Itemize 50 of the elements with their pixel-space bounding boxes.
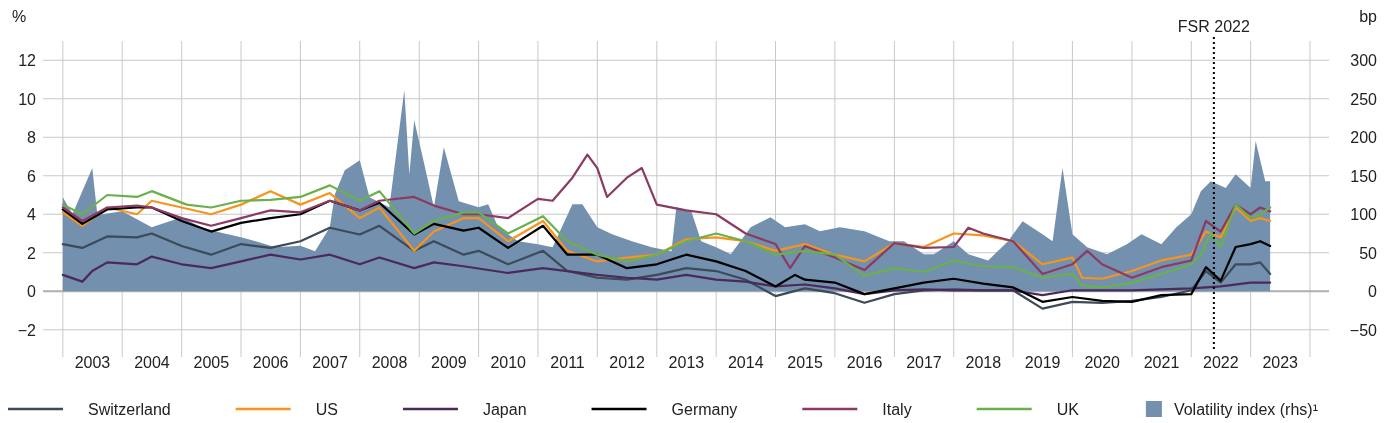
y-tick-label: 12: [18, 52, 37, 70]
y2-tick-label: 250: [1350, 90, 1378, 108]
y2-tick-label: 200: [1350, 129, 1378, 147]
y2-axis-title: bp: [1359, 8, 1378, 25]
y-tick-label: −2: [17, 321, 37, 339]
y-tick-label: 4: [27, 206, 37, 224]
y-tick-label: 0: [27, 283, 37, 301]
x-tick-label: 2005: [193, 354, 230, 371]
x-tick-label: 2006: [252, 354, 289, 371]
x-tick-label: 2011: [550, 354, 585, 371]
y2-tick-label: −50: [1349, 321, 1378, 339]
y2-tick-label: 150: [1350, 167, 1378, 185]
x-tick-label: 2019: [1024, 354, 1061, 371]
x-tick-label: 2022: [1203, 354, 1239, 371]
x-tick-label: 2015: [787, 354, 823, 371]
y-tick-label: 8: [27, 129, 37, 147]
x-tick-label: 2018: [965, 354, 1002, 371]
x-tick-label: 2023: [1262, 354, 1299, 371]
line-series: [61, 224, 1272, 310]
x-tick-label: 2008: [371, 354, 408, 371]
legend-label: Germany: [671, 401, 738, 418]
legend-label: UK: [1056, 401, 1080, 418]
x-tick-label: 2012: [609, 354, 645, 371]
x-tick-label: 2004: [134, 354, 170, 371]
x-tick-label: 2003: [74, 354, 111, 371]
x-tick-label: 2013: [668, 354, 705, 371]
x-tick-label: 2009: [431, 354, 467, 371]
y-axis-title: %: [12, 8, 27, 25]
x-tick-label: 2020: [1084, 354, 1121, 371]
legend-label: Volatility index (rhs)¹: [1173, 401, 1318, 418]
line-series: [61, 153, 1272, 279]
y2-tick-label: 0: [1368, 283, 1378, 301]
legend-label: Japan: [482, 401, 527, 418]
y2-tick-label: 300: [1350, 52, 1378, 70]
y-tick-label: 6: [27, 167, 37, 185]
x-tick-label: 2007: [312, 354, 348, 371]
line-series: [61, 253, 1272, 297]
x-tick-label: 2016: [846, 354, 883, 371]
legend-label: US: [315, 401, 338, 418]
x-tick-label: 2021: [1143, 354, 1180, 371]
y-tick-label: 10: [18, 90, 37, 108]
x-tick-label: 2014: [727, 354, 764, 371]
y-tick-label: 2: [27, 244, 37, 262]
legend-label: Italy: [882, 401, 912, 418]
y2-tick-label: 100: [1350, 206, 1378, 224]
x-tick-label: 2017: [906, 354, 942, 371]
legend-label: Switzerland: [88, 401, 171, 418]
y2-tick-label: 50: [1359, 244, 1378, 262]
x-tick-label: 2010: [490, 354, 527, 371]
ref-line-label: FSR 2022: [1177, 18, 1250, 35]
